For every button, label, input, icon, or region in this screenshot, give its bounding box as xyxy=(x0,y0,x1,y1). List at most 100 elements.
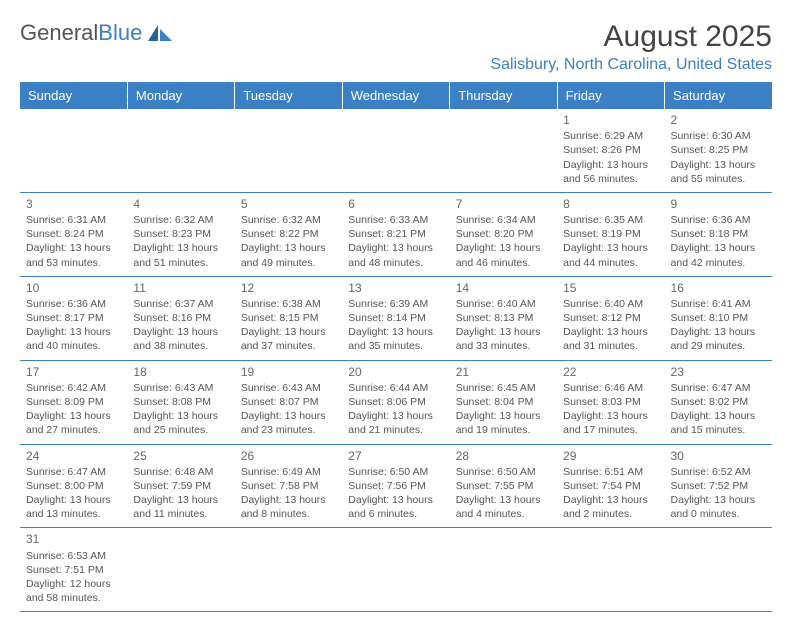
daylight-line: Daylight: 13 hours and 44 minutes. xyxy=(563,241,658,269)
calendar-day-cell: 20Sunrise: 6:44 AMSunset: 8:06 PMDayligh… xyxy=(342,360,449,444)
sunset-line: Sunset: 8:23 PM xyxy=(133,227,228,241)
calendar-week-row: 31Sunrise: 6:53 AMSunset: 7:51 PMDayligh… xyxy=(20,528,772,612)
logo: GeneralBlue xyxy=(20,20,174,46)
sunset-line: Sunset: 8:06 PM xyxy=(348,395,443,409)
day-number: 7 xyxy=(456,196,551,212)
sunrise-line: Sunrise: 6:49 AM xyxy=(241,465,336,479)
calendar-empty-cell xyxy=(127,528,234,612)
day-number: 11 xyxy=(133,280,228,296)
sunset-line: Sunset: 8:10 PM xyxy=(671,311,766,325)
sunset-line: Sunset: 7:55 PM xyxy=(456,479,551,493)
sunrise-line: Sunrise: 6:34 AM xyxy=(456,213,551,227)
sunrise-line: Sunrise: 6:50 AM xyxy=(348,465,443,479)
day-number: 26 xyxy=(241,448,336,464)
location: Salisbury, North Carolina, United States xyxy=(490,56,772,74)
sunrise-line: Sunrise: 6:46 AM xyxy=(563,381,658,395)
day-number: 23 xyxy=(671,364,766,380)
calendar-day-cell: 4Sunrise: 6:32 AMSunset: 8:23 PMDaylight… xyxy=(127,192,234,276)
sunrise-line: Sunrise: 6:48 AM xyxy=(133,465,228,479)
calendar-day-cell: 9Sunrise: 6:36 AMSunset: 8:18 PMDaylight… xyxy=(665,192,772,276)
sunset-line: Sunset: 8:07 PM xyxy=(241,395,336,409)
sunset-line: Sunset: 8:18 PM xyxy=(671,227,766,241)
calendar-day-cell: 12Sunrise: 6:38 AMSunset: 8:15 PMDayligh… xyxy=(235,276,342,360)
weekday-header: Friday xyxy=(557,82,664,109)
calendar-day-cell: 21Sunrise: 6:45 AMSunset: 8:04 PMDayligh… xyxy=(450,360,557,444)
day-number: 15 xyxy=(563,280,658,296)
day-number: 31 xyxy=(26,531,121,547)
sunrise-line: Sunrise: 6:32 AM xyxy=(133,213,228,227)
calendar-empty-cell xyxy=(127,109,234,192)
sunrise-line: Sunrise: 6:32 AM xyxy=(241,213,336,227)
calendar-empty-cell xyxy=(665,528,772,612)
daylight-line: Daylight: 13 hours and 46 minutes. xyxy=(456,241,551,269)
weekday-header: Wednesday xyxy=(342,82,449,109)
sunset-line: Sunset: 7:58 PM xyxy=(241,479,336,493)
day-number: 30 xyxy=(671,448,766,464)
day-number: 17 xyxy=(26,364,121,380)
daylight-line: Daylight: 13 hours and 42 minutes. xyxy=(671,241,766,269)
logo-text-2: Blue xyxy=(98,20,142,46)
calendar-day-cell: 13Sunrise: 6:39 AMSunset: 8:14 PMDayligh… xyxy=(342,276,449,360)
calendar-empty-cell xyxy=(235,528,342,612)
sunrise-line: Sunrise: 6:44 AM xyxy=(348,381,443,395)
sunset-line: Sunset: 8:13 PM xyxy=(456,311,551,325)
calendar-day-cell: 7Sunrise: 6:34 AMSunset: 8:20 PMDaylight… xyxy=(450,192,557,276)
daylight-line: Daylight: 13 hours and 27 minutes. xyxy=(26,409,121,437)
day-number: 9 xyxy=(671,196,766,212)
calendar-day-cell: 24Sunrise: 6:47 AMSunset: 8:00 PMDayligh… xyxy=(20,444,127,528)
calendar-day-cell: 16Sunrise: 6:41 AMSunset: 8:10 PMDayligh… xyxy=(665,276,772,360)
sunrise-line: Sunrise: 6:35 AM xyxy=(563,213,658,227)
sunset-line: Sunset: 8:24 PM xyxy=(26,227,121,241)
sunset-line: Sunset: 7:52 PM xyxy=(671,479,766,493)
sunset-line: Sunset: 8:00 PM xyxy=(26,479,121,493)
sunrise-line: Sunrise: 6:52 AM xyxy=(671,465,766,479)
day-number: 28 xyxy=(456,448,551,464)
daylight-line: Daylight: 12 hours and 58 minutes. xyxy=(26,577,121,605)
daylight-line: Daylight: 13 hours and 15 minutes. xyxy=(671,409,766,437)
calendar-day-cell: 28Sunrise: 6:50 AMSunset: 7:55 PMDayligh… xyxy=(450,444,557,528)
calendar-empty-cell xyxy=(557,528,664,612)
sunset-line: Sunset: 8:09 PM xyxy=(26,395,121,409)
day-number: 5 xyxy=(241,196,336,212)
calendar-day-cell: 2Sunrise: 6:30 AMSunset: 8:25 PMDaylight… xyxy=(665,109,772,192)
daylight-line: Daylight: 13 hours and 51 minutes. xyxy=(133,241,228,269)
day-number: 14 xyxy=(456,280,551,296)
calendar-day-cell: 6Sunrise: 6:33 AMSunset: 8:21 PMDaylight… xyxy=(342,192,449,276)
calendar-week-row: 1Sunrise: 6:29 AMSunset: 8:26 PMDaylight… xyxy=(20,109,772,192)
sunrise-line: Sunrise: 6:33 AM xyxy=(348,213,443,227)
sunrise-line: Sunrise: 6:40 AM xyxy=(456,297,551,311)
daylight-line: Daylight: 13 hours and 49 minutes. xyxy=(241,241,336,269)
calendar-week-row: 24Sunrise: 6:47 AMSunset: 8:00 PMDayligh… xyxy=(20,444,772,528)
sunset-line: Sunset: 8:15 PM xyxy=(241,311,336,325)
daylight-line: Daylight: 13 hours and 29 minutes. xyxy=(671,325,766,353)
sunset-line: Sunset: 8:14 PM xyxy=(348,311,443,325)
weekday-header: Thursday xyxy=(450,82,557,109)
calendar-week-row: 10Sunrise: 6:36 AMSunset: 8:17 PMDayligh… xyxy=(20,276,772,360)
sunrise-line: Sunrise: 6:40 AM xyxy=(563,297,658,311)
sunrise-line: Sunrise: 6:45 AM xyxy=(456,381,551,395)
sunset-line: Sunset: 8:12 PM xyxy=(563,311,658,325)
calendar-day-cell: 10Sunrise: 6:36 AMSunset: 8:17 PMDayligh… xyxy=(20,276,127,360)
calendar-body: 1Sunrise: 6:29 AMSunset: 8:26 PMDaylight… xyxy=(20,109,772,612)
daylight-line: Daylight: 13 hours and 2 minutes. xyxy=(563,493,658,521)
daylight-line: Daylight: 13 hours and 53 minutes. xyxy=(26,241,121,269)
calendar-empty-cell xyxy=(450,109,557,192)
calendar-day-cell: 23Sunrise: 6:47 AMSunset: 8:02 PMDayligh… xyxy=(665,360,772,444)
day-number: 19 xyxy=(241,364,336,380)
calendar-day-cell: 25Sunrise: 6:48 AMSunset: 7:59 PMDayligh… xyxy=(127,444,234,528)
daylight-line: Daylight: 13 hours and 31 minutes. xyxy=(563,325,658,353)
sunrise-line: Sunrise: 6:51 AM xyxy=(563,465,658,479)
sunset-line: Sunset: 7:59 PM xyxy=(133,479,228,493)
day-number: 22 xyxy=(563,364,658,380)
sunset-line: Sunset: 8:03 PM xyxy=(563,395,658,409)
day-number: 20 xyxy=(348,364,443,380)
sunrise-line: Sunrise: 6:47 AM xyxy=(671,381,766,395)
sunset-line: Sunset: 8:19 PM xyxy=(563,227,658,241)
calendar-day-cell: 14Sunrise: 6:40 AMSunset: 8:13 PMDayligh… xyxy=(450,276,557,360)
header: GeneralBlue August 2025 Salisbury, North… xyxy=(20,20,772,74)
sunset-line: Sunset: 8:22 PM xyxy=(241,227,336,241)
calendar-day-cell: 1Sunrise: 6:29 AMSunset: 8:26 PMDaylight… xyxy=(557,109,664,192)
daylight-line: Daylight: 13 hours and 56 minutes. xyxy=(563,158,658,186)
daylight-line: Daylight: 13 hours and 55 minutes. xyxy=(671,158,766,186)
calendar-day-cell: 26Sunrise: 6:49 AMSunset: 7:58 PMDayligh… xyxy=(235,444,342,528)
